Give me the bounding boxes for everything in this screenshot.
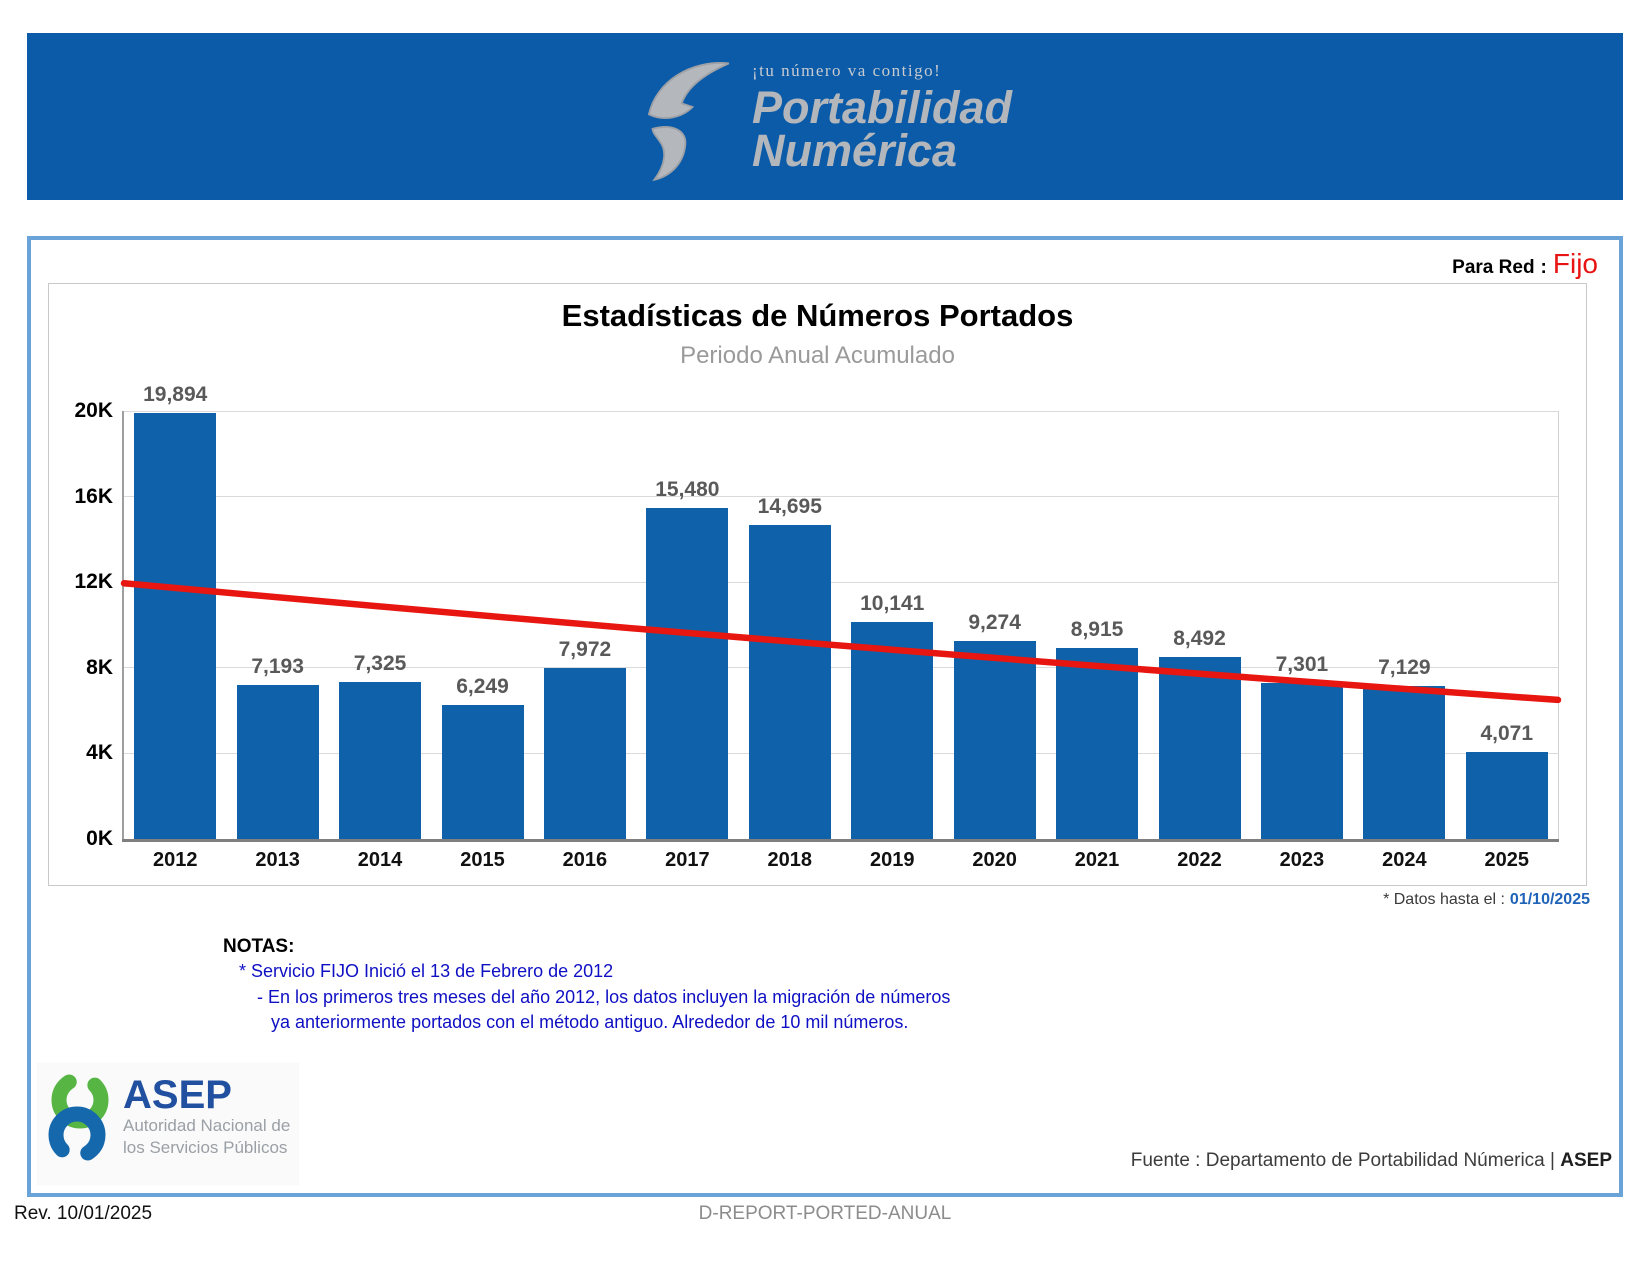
gridline — [124, 581, 1558, 583]
bar-2025 — [1465, 751, 1548, 839]
bar-2020 — [953, 640, 1036, 839]
logo-tagline: ¡tu número va contigo! — [751, 60, 942, 80]
bar-value-label: 9,274 — [968, 610, 1021, 634]
bar-2018 — [748, 524, 831, 839]
bar-value-label: 7,301 — [1275, 652, 1329, 676]
network-value: Fijo — [1552, 248, 1598, 279]
data-cutoff-note: * Datos hasta el :01/10/2025 — [1383, 891, 1590, 909]
x-tick-label: 2015 — [460, 849, 505, 871]
y-tick-label: 0K — [86, 827, 113, 850]
y-axis-labels: 0K 4K 8K 12K 16K 20K — [49, 399, 113, 850]
bar-2013 — [236, 685, 319, 839]
arrow-leaf-icon — [647, 61, 730, 181]
gridline — [124, 752, 1558, 754]
x-tick-label: 2022 — [1177, 849, 1222, 871]
footer-report-id: D-REPORT-PORTED-ANUAL — [698, 1203, 952, 1224]
portabilidad-logo: ¡tu número va contigo! Portabilidad Numé… — [638, 47, 1012, 187]
chart: Estadísticas de Números Portados Periodo… — [48, 283, 1587, 886]
bar-value-label: 8,915 — [1070, 618, 1124, 642]
x-axis-line — [122, 839, 1559, 842]
bar-value-label: 7,129 — [1378, 656, 1431, 680]
source-brand: ASEP — [1560, 1150, 1612, 1171]
bar-value-label: 7,193 — [251, 655, 304, 679]
y-tick-label: 4K — [86, 741, 113, 765]
bar-value-label: 8,492 — [1173, 627, 1226, 651]
x-tick-label: 2024 — [1382, 849, 1427, 871]
bar-2012 — [134, 413, 217, 839]
trend-line — [120, 580, 1562, 704]
x-tick-label: 2018 — [767, 849, 813, 871]
y-axis-line — [122, 411, 124, 839]
x-tick-label: 2017 — [665, 849, 710, 871]
gridline — [124, 496, 1558, 498]
bar-value-label: 6,249 — [456, 675, 509, 699]
network-label: Para Red — [1452, 257, 1535, 278]
x-tick-label: 2023 — [1279, 849, 1325, 871]
bar-2019 — [851, 621, 934, 839]
x-tick-label: 2016 — [562, 849, 608, 871]
brand-line-2: Numérica — [751, 124, 958, 176]
y-tick-label: 8K — [86, 655, 113, 679]
network-separator: : — [1540, 257, 1547, 278]
bar-value-label: 7,325 — [353, 652, 407, 676]
note-line-2: - En los primeros tres meses del año 201… — [257, 987, 951, 1007]
bar-value-label: 19,894 — [143, 383, 208, 407]
asep-text: ASEP Autoridad Nacional de los Servicios… — [123, 1067, 290, 1159]
footer-revision: Rev. 10/01/2025 — [14, 1203, 153, 1224]
bar-2014 — [339, 682, 422, 839]
asep-subtitle-1: Autoridad Nacional de — [123, 1116, 291, 1135]
x-axis-labels: 2012 2013 2014 2015 2016 2017 2018 2019 2020 2021… — [124, 849, 1558, 877]
x-tick-label: 2021 — [1074, 849, 1120, 871]
y-tick-label: 12K — [74, 570, 113, 594]
plot-area: 19,894 7,193 7,325 6,249 7,972 15,480 14,695 10… — [120, 383, 1562, 842]
gridline — [124, 410, 1558, 412]
header-banner: ¡tu número va contigo! Portabilidad Numé… — [27, 33, 1623, 200]
brand-line-1: Portabilidad — [751, 81, 1013, 133]
network-indicator: Para Red: Fijo — [1452, 248, 1598, 280]
x-tick-label: 2019 — [869, 849, 915, 871]
logo-text: ¡tu número va contigo! Portabilidad Numé… — [752, 61, 1012, 173]
x-tick-label: 2025 — [1484, 849, 1530, 871]
asep-logo: ASEP Autoridad Nacional de los Servicios… — [37, 1063, 299, 1185]
bar-value-label: 4,071 — [1480, 721, 1534, 745]
chart-title: Estadísticas de Números Portados — [561, 298, 1074, 333]
source-line: Fuente : Departamento de Portabilidad Nú… — [1131, 1150, 1612, 1172]
asep-name: ASEP — [123, 1073, 232, 1117]
x-tick-label: 2014 — [357, 849, 403, 871]
source-prefix: Fuente : Departamento de Portabilidad Nú… — [1130, 1150, 1555, 1171]
bar-value-label: 7,972 — [558, 638, 612, 662]
x-tick-label: 2013 — [255, 849, 300, 871]
bar-value-label: 15,480 — [655, 477, 720, 501]
notes-heading: NOTAS: — [223, 936, 295, 957]
bar-2024 — [1363, 686, 1446, 839]
data-cutoff-date: 01/10/2025 — [1509, 891, 1590, 908]
note-line-3: ya anteriormente portados con el método … — [271, 1012, 909, 1032]
note-line-1: * Servicio FIJO Inició el 13 de Febrero … — [239, 961, 614, 981]
bar-2016 — [543, 668, 626, 839]
bar-2021 — [1056, 648, 1139, 839]
bar-2022 — [1158, 657, 1241, 839]
x-tick-label: 2012 — [152, 849, 198, 871]
y-tick-label: 20K — [74, 399, 113, 422]
x-tick-label: 2020 — [972, 849, 1017, 871]
gridline — [124, 667, 1558, 669]
asep-subtitle-2: los Servicios Públicos — [123, 1138, 288, 1158]
data-cutoff-prefix: * Datos hasta el : — [1383, 891, 1505, 908]
bar-value-label: 14,695 — [757, 494, 822, 518]
bar-2015 — [441, 705, 524, 839]
asep-s-icon — [48, 1071, 109, 1164]
chart-subtitle: Periodo Anual Acumulado — [680, 342, 955, 369]
bar-value-label: 10,141 — [860, 591, 925, 615]
bar-2023 — [1260, 682, 1343, 839]
y-tick-label: 16K — [74, 484, 113, 508]
bar-2017 — [646, 507, 729, 839]
